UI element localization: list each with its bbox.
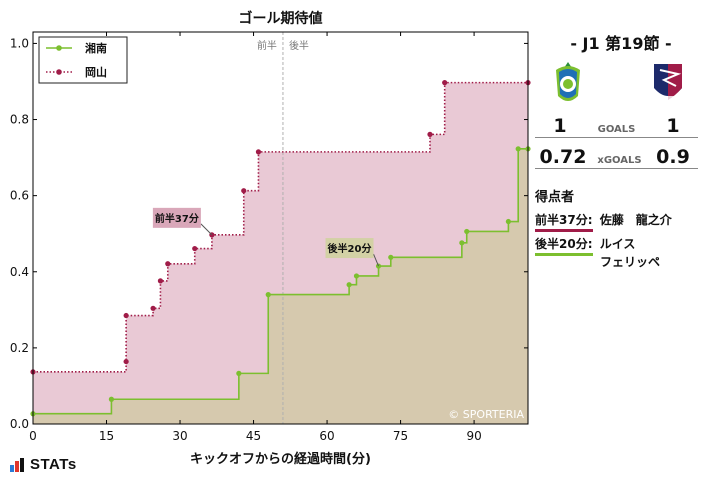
- away-goals: 1: [666, 115, 680, 137]
- data-point: [241, 188, 247, 194]
- data-point: [255, 149, 262, 155]
- x-tick-label: 0: [29, 429, 37, 443]
- x-tick-label: 60: [319, 429, 334, 443]
- data-point: [150, 305, 156, 311]
- data-point: [123, 312, 129, 319]
- data-point: [427, 131, 433, 137]
- legend-label: 岡山: [85, 65, 107, 79]
- xgoals-label: xGOALS: [597, 155, 642, 166]
- y-tick-label: 0.2: [10, 341, 29, 355]
- scorer-entry: 前半37分: 佐藤 龍之介: [535, 211, 672, 232]
- data-point: [459, 240, 465, 246]
- annotation-label: 前半37分: [155, 212, 199, 225]
- data-point: [192, 245, 198, 252]
- legend-label: 湘南: [85, 41, 107, 55]
- away-team-crest-icon: [654, 64, 682, 100]
- data-point: [265, 292, 271, 298]
- second-half-label: 後半: [289, 39, 309, 52]
- brand-name: STATs: [30, 456, 77, 473]
- annotation-pointer: [200, 223, 213, 236]
- annotation-box: [325, 238, 374, 259]
- data-point: [353, 273, 360, 279]
- y-tick-label: 0.6: [10, 189, 29, 203]
- match-title: - J1 第19節 -: [570, 34, 672, 53]
- scorers-title: 得点者: [535, 190, 575, 205]
- y-tick-label: 1.0: [10, 36, 29, 50]
- annotation-pointer: [373, 253, 379, 267]
- scorer-name: ルイス: [599, 237, 636, 251]
- away-xg: 0.9: [656, 146, 690, 168]
- area-fills: [33, 82, 528, 424]
- stats-logo: STATs: [10, 456, 77, 473]
- scorer-entry: 後半20分: ルイス フェリッペ: [535, 235, 660, 269]
- legend-swatch-point: [56, 45, 62, 51]
- data-point: [464, 228, 470, 235]
- scorer-time: 前半37分:: [535, 211, 593, 232]
- plot-frame: [32, 31, 529, 425]
- series-line-0: [33, 148, 528, 415]
- x-tick-label: 75: [393, 429, 408, 443]
- annotation-label: 後半20分: [328, 242, 372, 255]
- goals-label: GOALS: [597, 124, 636, 135]
- home-team-crest-icon: [556, 62, 580, 101]
- chart-title: ゴール期待値: [238, 11, 323, 27]
- xgoals-row: 0.72 xGOALS 0.9: [535, 146, 698, 169]
- area-fill-0: [33, 148, 528, 424]
- home-xg: 0.72: [539, 146, 587, 168]
- watermark: © SPORTERIA: [448, 408, 524, 421]
- y-tick-label: 0.8: [10, 113, 29, 127]
- x-axis-label: キックオフからの経過時間(分): [190, 452, 371, 467]
- annotation-box: [152, 207, 201, 228]
- goals-row: 1 GOALS 1: [535, 115, 698, 138]
- scorer-name: 佐藤 龍之介: [599, 213, 672, 227]
- scorer-time: 後半20分:: [535, 235, 593, 256]
- stats-logo-icon: [10, 457, 24, 472]
- data-point: [505, 218, 511, 225]
- data-point: [157, 278, 164, 284]
- x-tick-label: 90: [466, 429, 481, 443]
- home-goals: 1: [553, 115, 567, 137]
- data-point: [108, 396, 115, 402]
- data-point: [388, 254, 394, 260]
- data-point: [236, 370, 242, 376]
- x-tick-label: 45: [246, 429, 261, 443]
- data-point: [123, 358, 129, 365]
- y-tick-label: 0.4: [10, 265, 29, 279]
- y-tick-label: 0.0: [10, 417, 29, 431]
- legend-swatch-point: [56, 69, 62, 75]
- legend-box: [38, 36, 128, 84]
- x-tick-label: 15: [99, 429, 114, 443]
- half-time-marker: 前半 後半 © SPORTERIA: [257, 32, 524, 424]
- data-point: [165, 261, 171, 267]
- scorer-name-continued: フェリッペ: [600, 255, 661, 269]
- data-point: [515, 146, 521, 152]
- series-lines: [30, 80, 531, 417]
- data-point: [346, 282, 352, 288]
- data-point: [442, 80, 448, 86]
- first-half-label: 前半: [257, 39, 277, 52]
- axes: 0 15 30 45 60 75 90 0.0 0.2 0.4 0.6 0.8 1.0: [10, 31, 529, 443]
- x-tick-label: 30: [172, 429, 187, 443]
